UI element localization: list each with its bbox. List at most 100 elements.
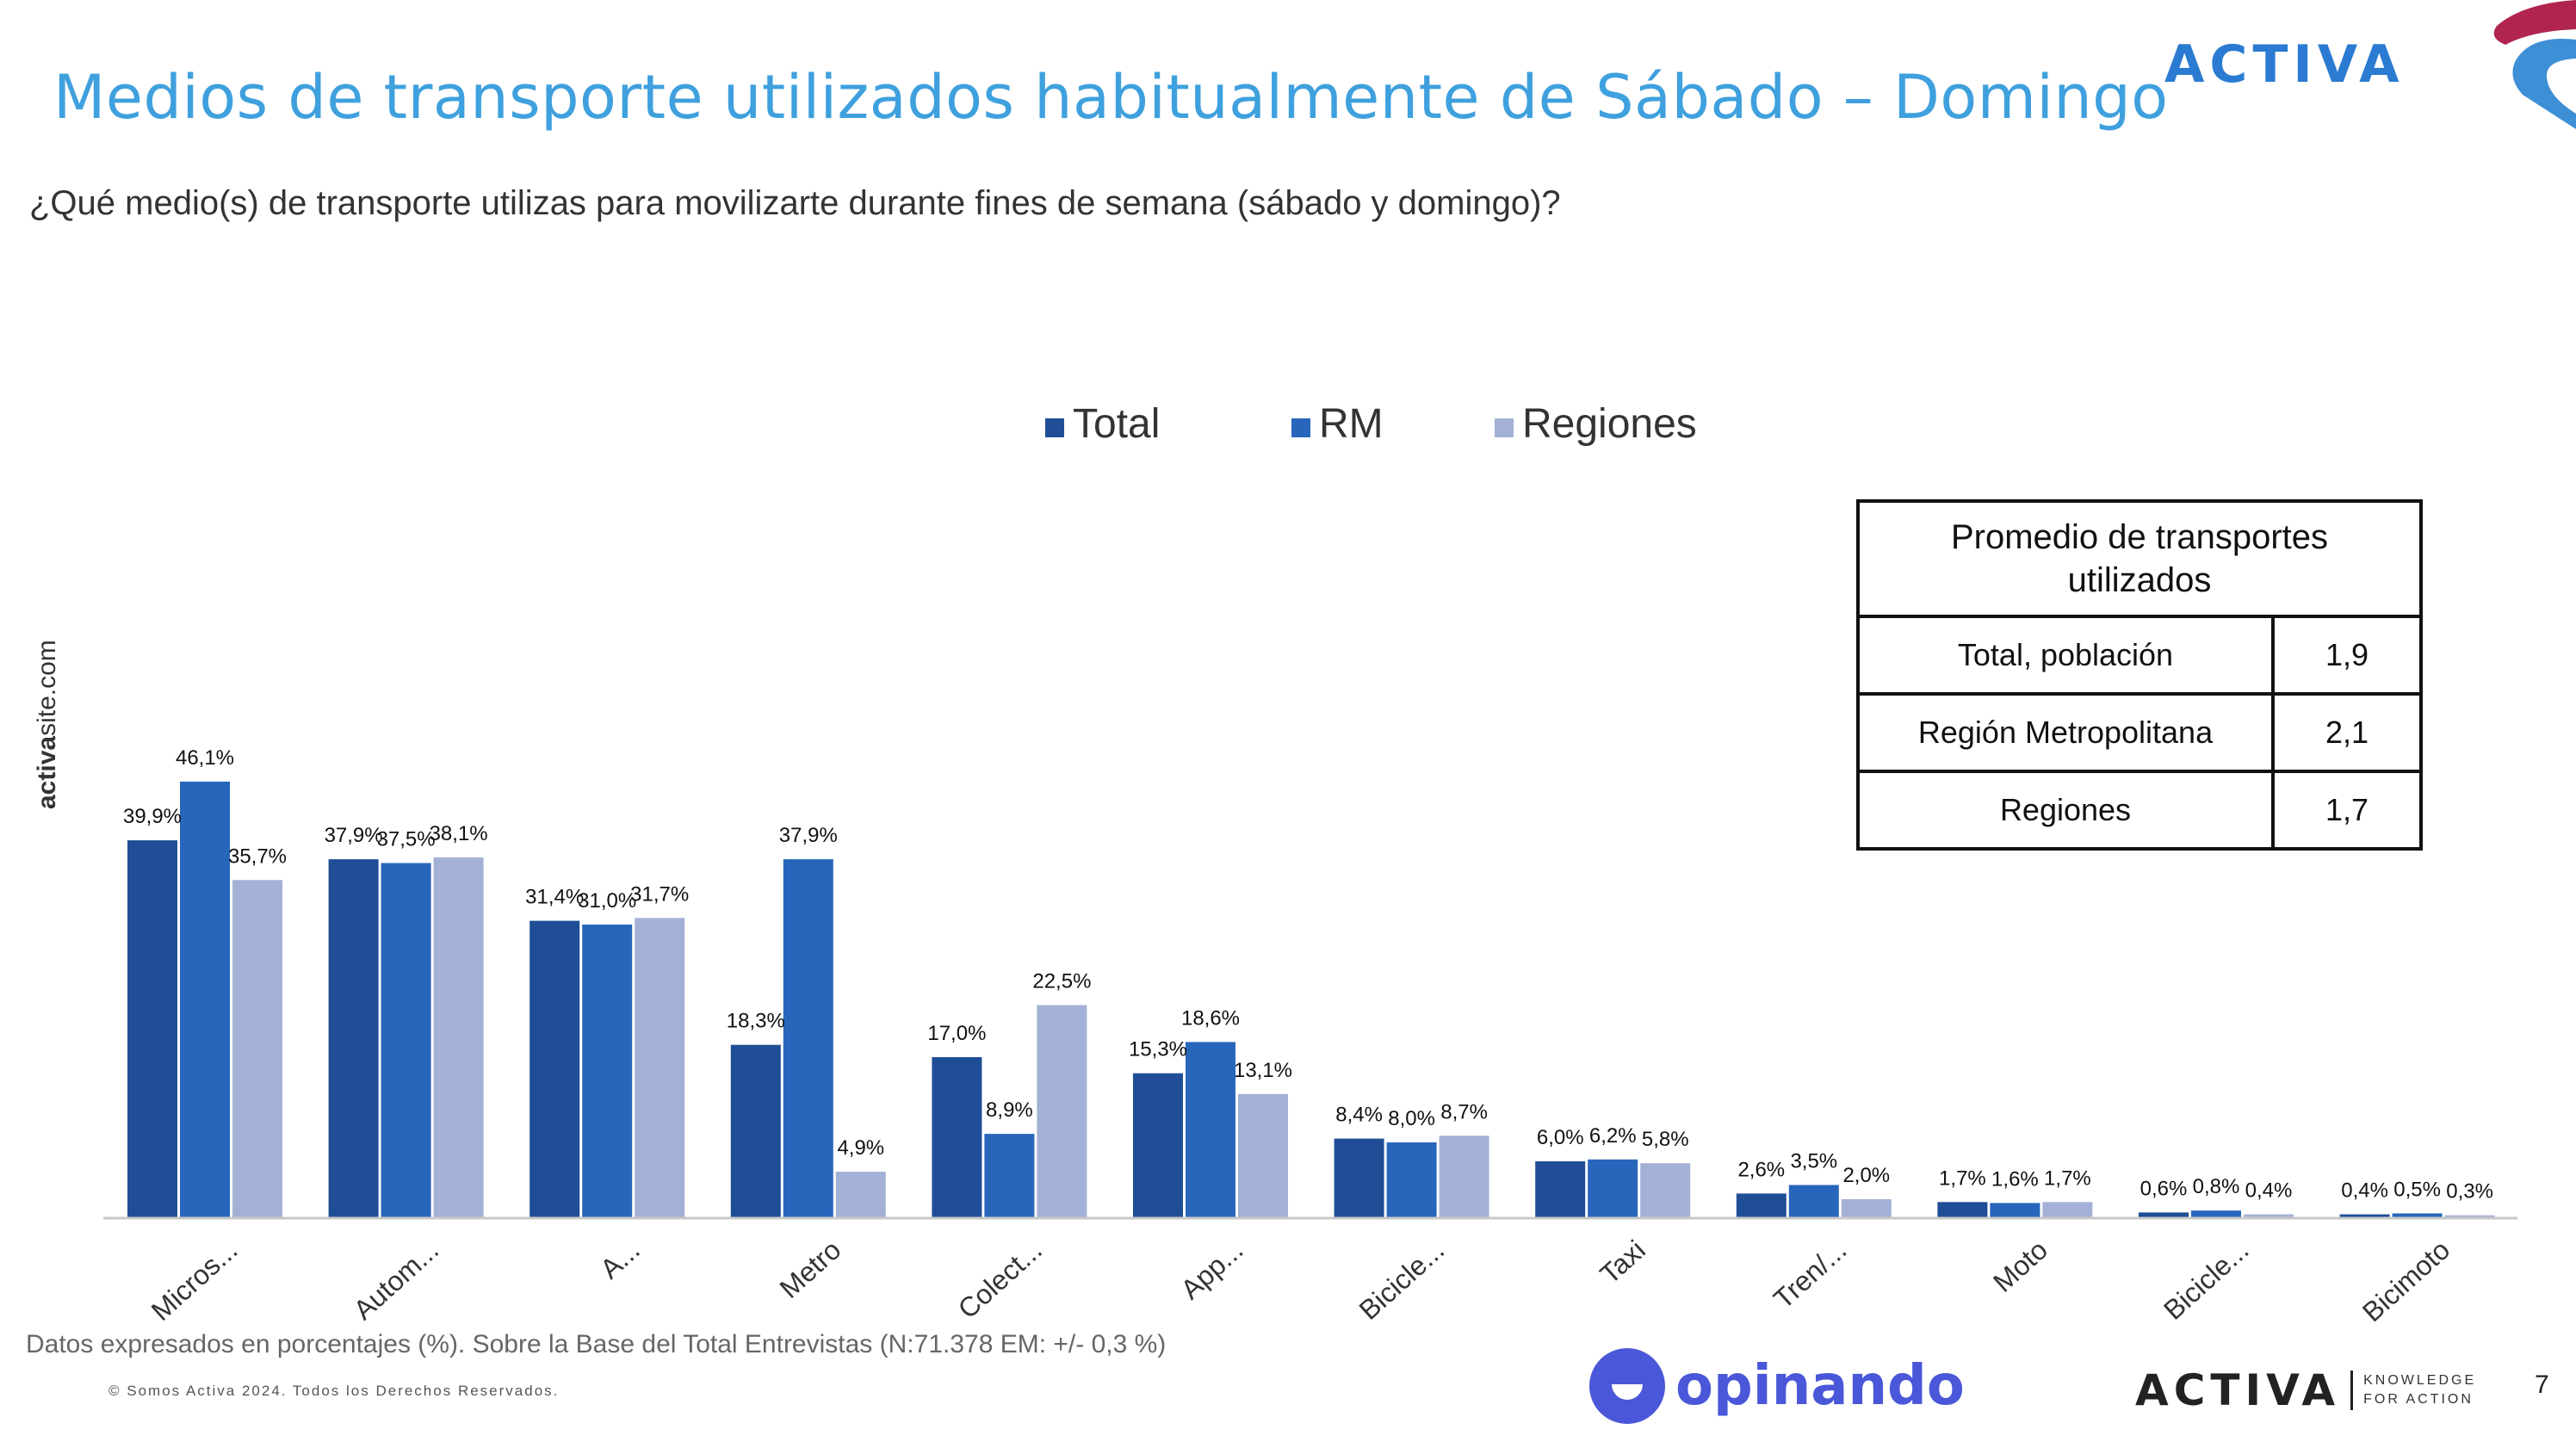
opinando-smile-icon [1589,1348,1665,1424]
logo-divider [2350,1371,2354,1410]
bar [2444,1215,2495,1218]
data-label: 8,9% [986,1098,1033,1122]
bar [1439,1136,1489,1218]
bar [835,1172,886,1218]
data-label: 0,4% [2341,1179,2388,1203]
x-tick-label: Metro [774,1234,847,1303]
data-footnote: Datos expresados en porcentajes (%). Sob… [26,1330,1167,1358]
bar [1640,1163,1691,1218]
data-label: 0,4% [2245,1179,2293,1203]
bar [529,920,580,1218]
data-label: 1,6% [1991,1167,2039,1191]
table-row: Regiones 1,7 [1856,770,2423,851]
data-label: 6,0% [1537,1126,1584,1149]
chart-data-labels: 39,9%46,1%35,7%37,9%37,5%38,1%31,4%31,0%… [123,746,2493,1204]
x-tick-label: Taxi [1595,1234,1651,1290]
bar [1186,1042,1235,1218]
page-number: 7 [2535,1371,2549,1399]
data-label: 2,0% [1842,1164,1890,1187]
bar [381,863,431,1218]
legend-label: Regiones [1522,401,1697,447]
data-label: 35,7% [228,845,287,868]
activa-tagline: KNOWLEDGE FOR ACTION [2363,1373,2477,1407]
bar-chart: Total RM Regiones 39,9%46,1%35,7%37,9%37,5… [103,401,2517,1326]
survey-question: ¿Qué medio(s) de transporte utilizas par… [29,184,1561,222]
bar [2139,1212,2189,1218]
bar [1588,1159,1638,1218]
activa-wordmark: ACTIVA [2135,1365,2341,1415]
x-tick-label: App... [1174,1234,1248,1305]
x-tick-label: Colect... [952,1234,1048,1324]
legend-swatch [1495,418,1514,437]
legend-swatch [1291,418,1310,437]
data-label: 8,4% [1335,1104,1383,1127]
data-label: 38,1% [430,822,488,845]
data-label: 3,5% [1790,1150,1837,1173]
bar [1133,1073,1183,1218]
x-tick-label: Bicicle... [2158,1234,2255,1325]
x-tick-label: A... [594,1234,646,1284]
bar [582,925,633,1218]
row-value: 2,1 [2271,692,2423,773]
bar [1788,1185,1839,1218]
bar [730,1044,781,1218]
data-label: 17,0% [927,1022,986,1045]
row-label: Región Metropolitana [1856,692,2275,773]
bar [2042,1202,2093,1218]
bar [127,840,177,1218]
data-label: 31,7% [630,882,689,906]
data-label: 15,3% [1129,1038,1187,1061]
data-label: 18,6% [1181,1006,1240,1030]
legend-label: Total [1073,401,1160,447]
data-label: 31,4% [525,886,584,909]
bar [1386,1142,1437,1218]
data-label: 4,9% [837,1136,884,1160]
x-tick-label: Micros... [146,1234,244,1326]
data-label: 37,9% [325,824,383,847]
bar [2191,1210,2241,1218]
x-axis-tick-labels: Micros... Autom... A... Metro Colect... App..… [146,1234,2456,1326]
bar [1937,1202,1988,1218]
data-label: 13,1% [1234,1059,1292,1082]
legend-swatch [1045,418,1064,437]
data-label: 0,5% [2393,1179,2441,1202]
data-label: 46,1% [176,746,234,770]
data-label: 6,2% [1589,1124,1637,1148]
x-tick-label: Moto [1987,1234,2053,1297]
bar [433,857,484,1218]
x-tick-label: Bicimoto [2356,1234,2455,1326]
row-value: 1,7 [2271,770,2423,851]
x-tick-label: Bicicle... [1353,1234,1451,1325]
bar [1334,1138,1384,1218]
data-label: 0,6% [2140,1177,2188,1200]
data-label: 37,9% [779,824,838,847]
data-label: 22,5% [1032,970,1091,993]
bar [2392,1213,2443,1218]
data-label: 2,6% [1737,1158,1785,1181]
chart-legend: Total RM Regiones [1045,401,1697,447]
bar [1990,1203,2040,1218]
data-label: 31,0% [578,889,636,913]
bar [232,880,282,1218]
bar [1037,1005,1087,1218]
data-label: 1,7% [1939,1166,1986,1190]
x-tick-label: Tren/... [1768,1234,1853,1315]
x-tick-label: Autom... [348,1234,445,1325]
copyright-notice: © Somos Activa 2024. Todos los Derechos … [108,1383,560,1399]
bar [984,1134,1035,1218]
bar [1736,1193,1786,1218]
average-table-title: Promedio de transportes utilizados [1856,499,2423,618]
average-transport-table: Promedio de transportes utilizados Total… [1856,499,2423,851]
data-label: 18,3% [727,1010,785,1033]
opinando-logo: opinando [1589,1348,1965,1424]
row-value: 1,9 [2271,615,2423,696]
corner-swoosh-icon [2493,0,2576,129]
page-title: Medios de transporte utilizados habitual… [53,62,2169,133]
bar [2244,1214,2294,1218]
data-label: 8,7% [1440,1100,1488,1123]
bar [1238,1093,1288,1218]
table-row: Región Metropolitana 2,1 [1856,692,2423,773]
data-label: 39,9% [123,805,182,828]
table-row: Total, población 1,9 [1856,615,2423,696]
bar [2339,1214,2390,1218]
